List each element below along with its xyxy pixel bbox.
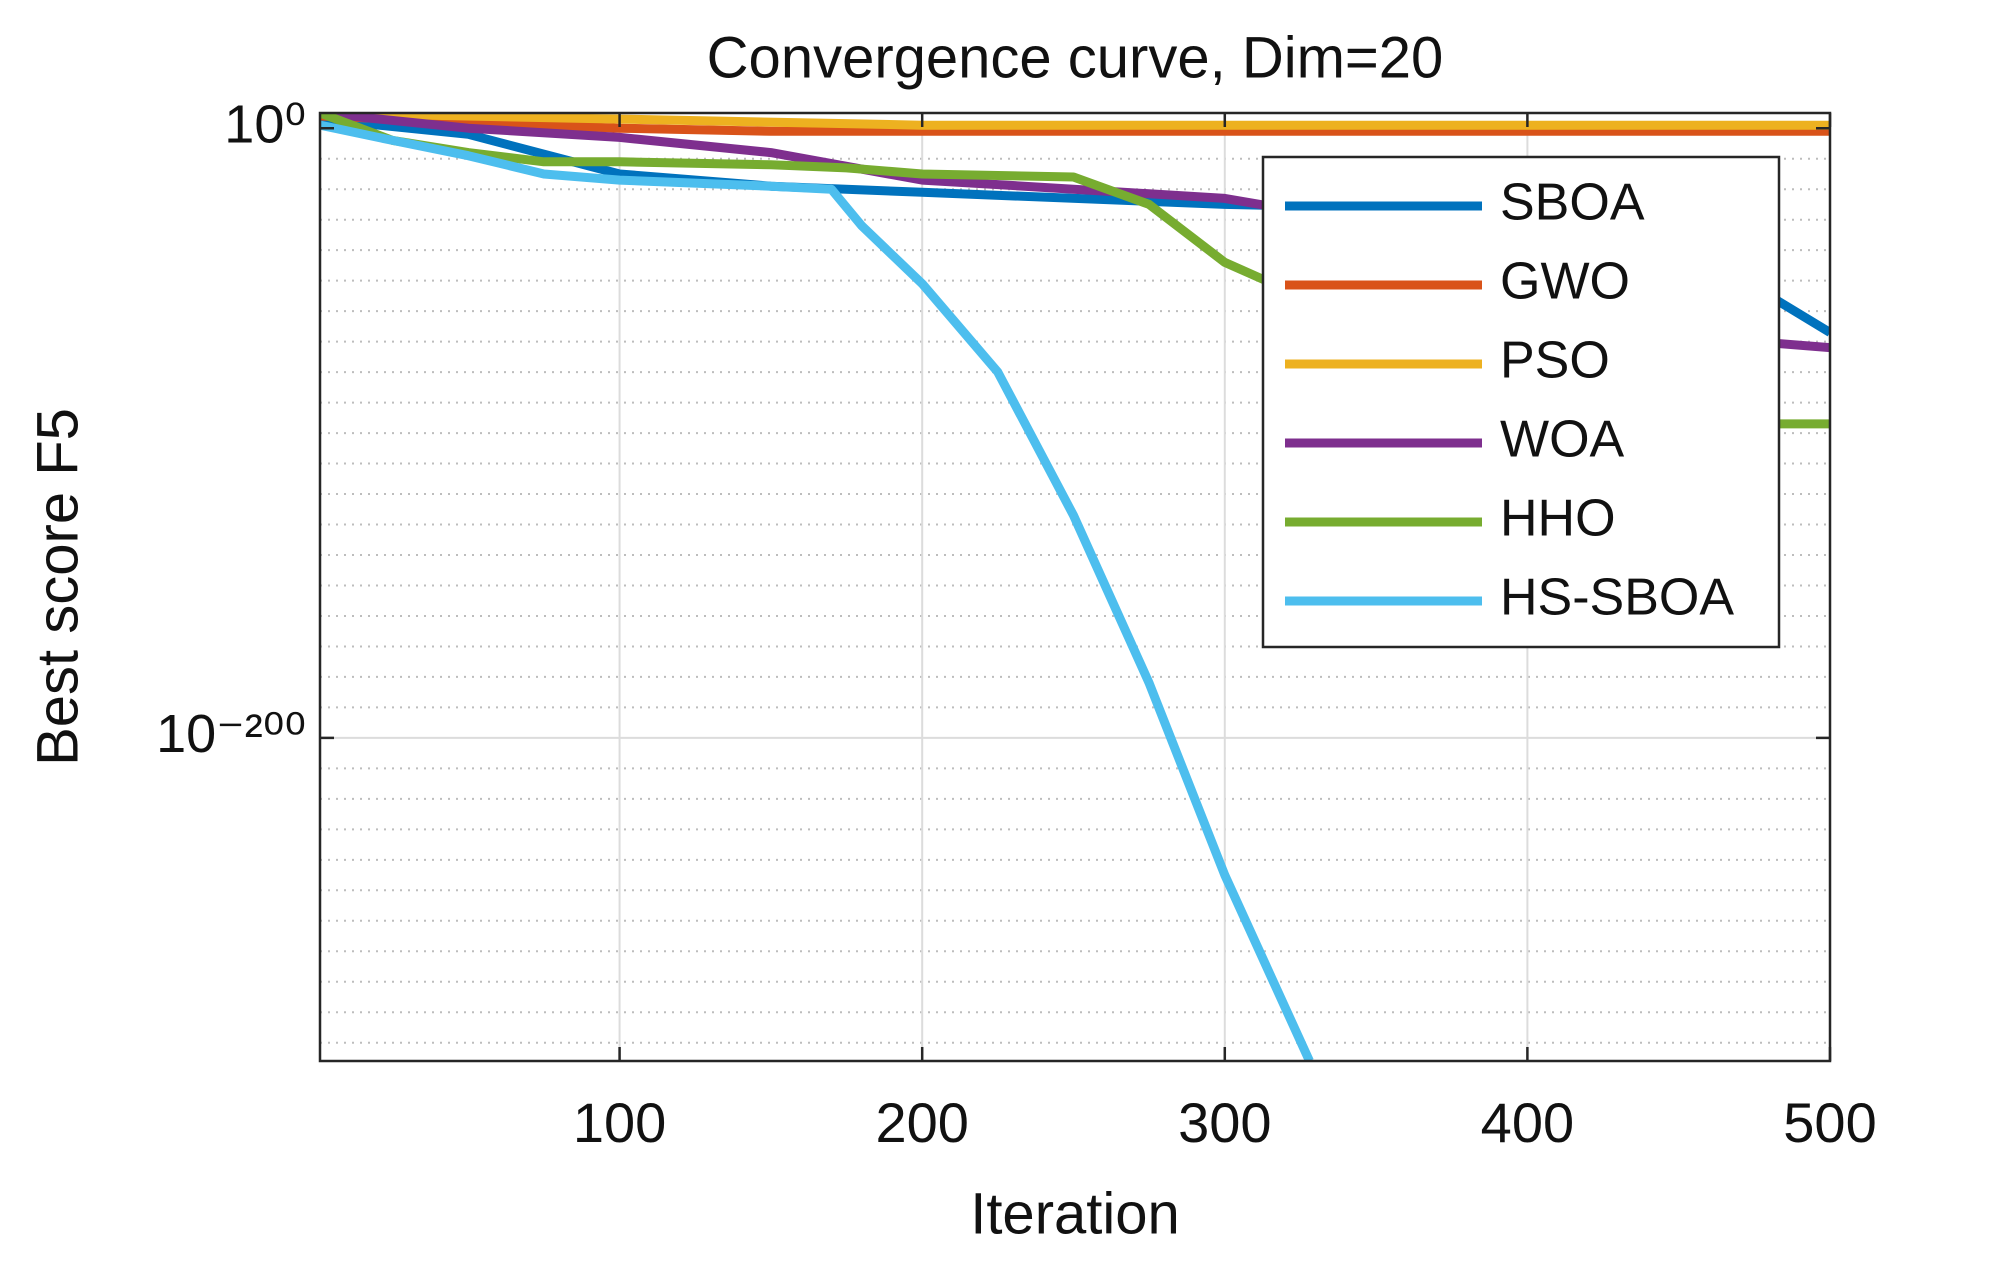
axes-box bbox=[318, 111, 1832, 1063]
x-tick-label: 500 bbox=[1783, 1091, 1876, 1154]
legend-label: HS-SBOA bbox=[1500, 569, 1734, 627]
y-axis-label: Best score F5 bbox=[25, 408, 90, 766]
x-tick-label: 300 bbox=[1178, 1091, 1271, 1154]
legend-label: HHO bbox=[1500, 490, 1616, 548]
series-line bbox=[320, 120, 1314, 1061]
y-tick-label: 10⁻²⁰⁰ bbox=[156, 704, 306, 764]
legend: SBOA GWO PSO WOA HHO HS-SBOA bbox=[1285, 174, 1734, 627]
x-tick-label: 100 bbox=[573, 1091, 666, 1154]
x-axis-label: Iteration bbox=[970, 1181, 1180, 1246]
x-tick-label: 400 bbox=[1481, 1091, 1574, 1154]
chart-title: Convergence curve, Dim=20 bbox=[707, 25, 1444, 90]
y-tick-label: 10⁰ bbox=[224, 95, 306, 155]
legend-label: PSO bbox=[1500, 332, 1610, 390]
series-line bbox=[320, 113, 1830, 130]
series-line bbox=[320, 113, 1830, 136]
legend-label: WOA bbox=[1500, 411, 1625, 469]
x-tick-label: 200 bbox=[875, 1091, 968, 1154]
legend-label: SBOA bbox=[1500, 174, 1645, 232]
legend-label: GWO bbox=[1500, 253, 1630, 311]
legend-box bbox=[1261, 155, 1781, 649]
